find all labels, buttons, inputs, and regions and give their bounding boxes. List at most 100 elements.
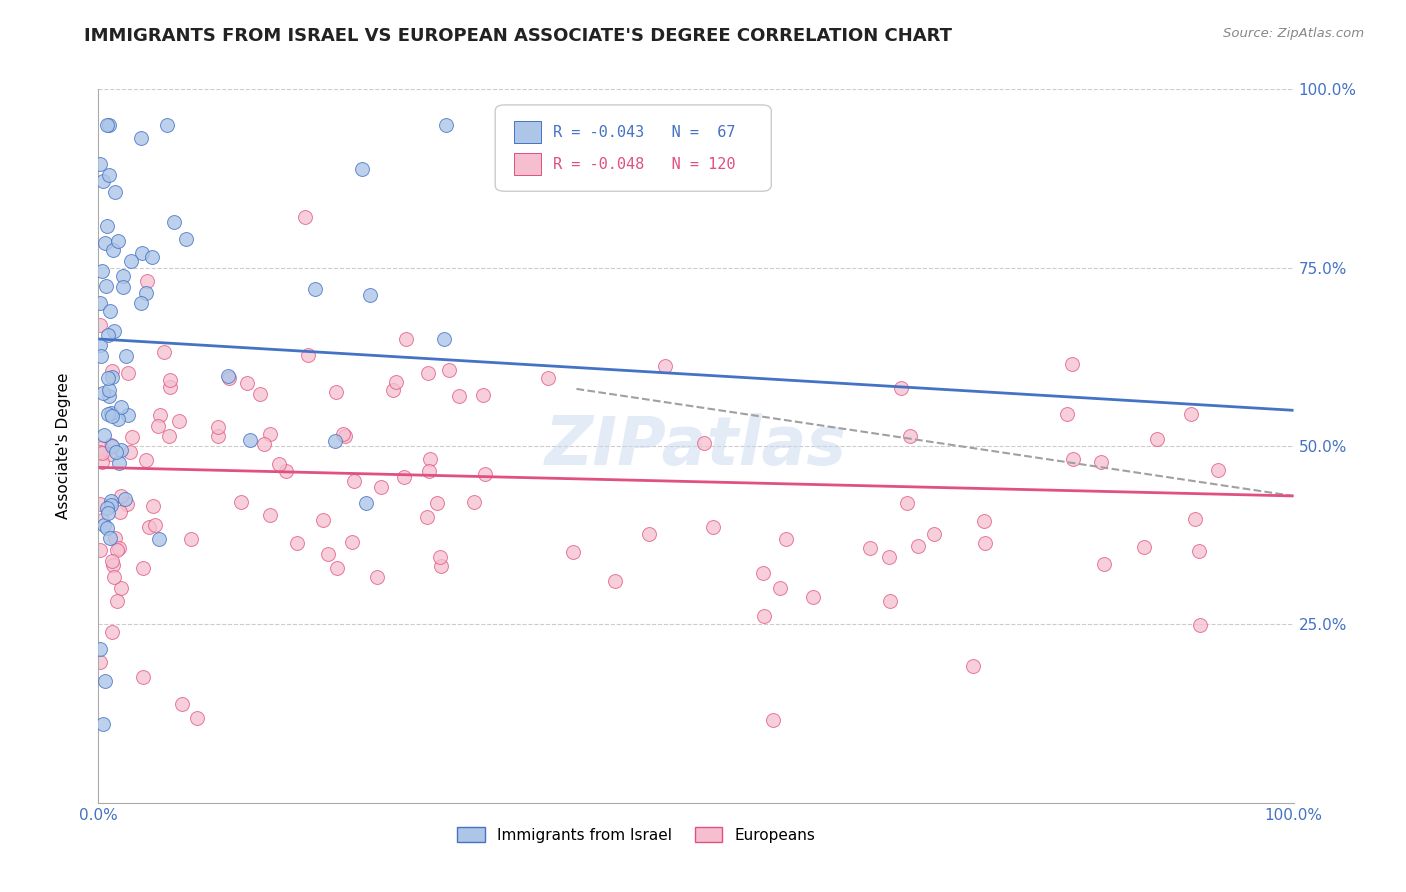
Point <box>775 532 797 546</box>
Point <box>447 389 470 403</box>
Point <box>229 495 252 509</box>
Point <box>114 349 136 363</box>
Point <box>1180 407 1202 421</box>
Point <box>1184 512 1206 526</box>
Point <box>97 370 120 384</box>
Point <box>156 118 179 132</box>
Point <box>249 387 271 401</box>
Point <box>159 380 181 394</box>
Point <box>879 550 901 565</box>
Point <box>98 447 121 461</box>
Point <box>418 464 440 478</box>
Point <box>180 533 202 547</box>
Point <box>170 697 193 711</box>
Point <box>907 539 929 553</box>
Point <box>101 244 124 258</box>
Point <box>430 559 453 574</box>
Point <box>323 434 346 448</box>
Point <box>96 118 118 132</box>
Point <box>259 508 281 522</box>
Point <box>366 570 388 584</box>
Point <box>236 376 259 391</box>
Point <box>112 269 135 284</box>
Point <box>416 510 439 524</box>
Point <box>90 349 112 363</box>
Point <box>101 558 124 573</box>
Point <box>1090 455 1112 469</box>
Point <box>217 369 239 384</box>
Point <box>101 625 124 640</box>
Point <box>90 446 112 460</box>
Point <box>429 549 451 564</box>
Point <box>107 235 129 249</box>
Point <box>146 419 169 434</box>
Point <box>93 517 115 532</box>
Text: R = -0.043   N =  67: R = -0.043 N = 67 <box>553 125 735 139</box>
Point <box>98 383 121 397</box>
Point <box>463 495 485 509</box>
Point <box>751 566 773 581</box>
Point <box>105 594 128 608</box>
Point <box>96 500 118 515</box>
Point <box>142 499 165 513</box>
Point <box>135 285 157 300</box>
Point <box>89 543 111 558</box>
Point <box>163 215 186 229</box>
Point <box>100 498 122 512</box>
Point <box>354 496 377 510</box>
Point <box>111 280 134 294</box>
Point <box>89 338 111 352</box>
Point <box>562 545 585 559</box>
Point <box>89 295 111 310</box>
Point <box>148 533 170 547</box>
Point <box>97 507 120 521</box>
Point <box>98 168 121 182</box>
Point <box>89 655 111 669</box>
Point <box>693 436 716 450</box>
Point <box>90 454 112 468</box>
Point <box>1062 452 1084 467</box>
Point <box>385 375 408 389</box>
Point <box>132 670 155 684</box>
Point <box>879 594 901 608</box>
Point <box>769 582 792 596</box>
Point <box>100 438 122 452</box>
Point <box>110 581 132 595</box>
Bar <box>515 121 541 143</box>
Point <box>104 185 127 199</box>
Point <box>98 304 121 318</box>
Point <box>132 561 155 575</box>
Point <box>343 475 366 489</box>
Point <box>120 254 142 268</box>
Point <box>416 366 439 380</box>
Point <box>269 457 291 471</box>
Point <box>96 278 118 293</box>
Point <box>101 369 124 384</box>
Point <box>108 505 131 519</box>
Point <box>316 547 339 561</box>
Text: Source: ZipAtlas.com: Source: ZipAtlas.com <box>1223 27 1364 40</box>
Point <box>97 407 120 421</box>
Point <box>762 713 785 727</box>
Point <box>104 531 127 545</box>
Text: R = -0.048   N = 120: R = -0.048 N = 120 <box>553 157 735 171</box>
Point <box>637 526 659 541</box>
Point <box>654 359 676 373</box>
Point <box>474 467 496 482</box>
Point <box>605 574 627 588</box>
Point <box>352 161 374 176</box>
Point <box>103 325 125 339</box>
Point <box>117 497 139 511</box>
Point <box>426 495 449 509</box>
Point <box>274 464 297 478</box>
Point <box>89 497 111 511</box>
Point <box>89 641 111 656</box>
Point <box>107 456 129 470</box>
Point <box>924 527 946 541</box>
Point <box>332 426 354 441</box>
Point <box>419 451 441 466</box>
Point <box>135 453 157 467</box>
Point <box>91 173 114 187</box>
Point <box>537 370 560 384</box>
FancyBboxPatch shape <box>495 105 772 191</box>
